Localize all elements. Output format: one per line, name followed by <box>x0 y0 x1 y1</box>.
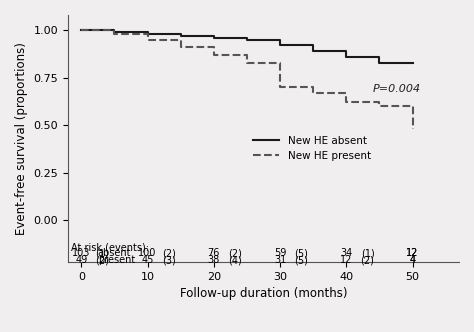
X-axis label: Follow-up duration (months): Follow-up duration (months) <box>180 288 347 300</box>
Text: (2): (2) <box>361 255 374 266</box>
New HE present <box>244 60 250 64</box>
New HE absent <box>211 36 217 40</box>
Text: (2): (2) <box>228 248 242 258</box>
Text: At risk (events):: At risk (events): <box>72 242 149 252</box>
Text: (2): (2) <box>162 248 176 258</box>
Text: 59: 59 <box>274 248 286 258</box>
Text: 34: 34 <box>340 248 353 258</box>
New HE absent <box>310 43 316 47</box>
New HE absent <box>377 60 383 64</box>
New HE present <box>211 53 217 57</box>
New HE present <box>145 38 150 42</box>
Text: 103: 103 <box>72 248 91 258</box>
Text: present: present <box>98 255 135 266</box>
New HE absent <box>344 49 349 53</box>
Line: New HE absent: New HE absent <box>81 30 412 62</box>
New HE present <box>344 91 349 95</box>
New HE absent <box>410 60 415 64</box>
Text: 12: 12 <box>406 248 419 258</box>
New HE present <box>277 85 283 89</box>
Text: 12: 12 <box>340 255 353 266</box>
New HE present <box>78 28 84 32</box>
Text: (5): (5) <box>294 255 308 266</box>
New HE absent <box>145 30 150 34</box>
Text: (1): (1) <box>361 248 374 258</box>
New HE present <box>211 45 217 49</box>
New HE present <box>344 101 349 105</box>
New HE absent <box>344 55 349 59</box>
Y-axis label: Event-free survival (proportions): Event-free survival (proportions) <box>15 42 28 235</box>
New HE present <box>178 45 183 49</box>
New HE present <box>111 28 117 32</box>
Text: 49: 49 <box>75 255 87 266</box>
New HE present <box>310 91 316 95</box>
New HE absent <box>277 43 283 47</box>
New HE present <box>277 60 283 64</box>
New HE present <box>410 104 415 108</box>
New HE absent <box>211 34 217 38</box>
Text: 31: 31 <box>274 255 286 266</box>
Text: 45: 45 <box>141 255 154 266</box>
New HE absent <box>410 60 415 64</box>
New HE absent <box>310 49 316 53</box>
Line: New HE present: New HE present <box>81 30 412 129</box>
New HE absent <box>244 38 250 42</box>
New HE present <box>111 32 117 36</box>
New HE present <box>78 28 84 32</box>
Text: absent: absent <box>98 248 131 258</box>
Text: 38: 38 <box>208 255 220 266</box>
New HE absent <box>111 30 117 34</box>
Text: 100: 100 <box>138 248 157 258</box>
New HE absent <box>111 28 117 32</box>
New HE absent <box>244 36 250 40</box>
Text: P=0.004: P=0.004 <box>373 84 421 94</box>
Text: (1): (1) <box>96 248 109 258</box>
Text: 76: 76 <box>208 248 220 258</box>
New HE present <box>377 101 383 105</box>
New HE absent <box>78 28 84 32</box>
New HE present <box>145 32 150 36</box>
New HE present <box>410 127 415 131</box>
New HE present <box>377 104 383 108</box>
Text: (4): (4) <box>228 255 242 266</box>
New HE absent <box>178 32 183 36</box>
New HE present <box>310 85 316 89</box>
Text: (2): (2) <box>96 255 109 266</box>
New HE present <box>244 53 250 57</box>
Legend: New HE absent, New HE present: New HE absent, New HE present <box>249 131 375 165</box>
New HE absent <box>178 34 183 38</box>
New HE absent <box>145 32 150 36</box>
Text: (5): (5) <box>294 248 308 258</box>
New HE present <box>178 38 183 42</box>
Text: 4: 4 <box>410 255 416 266</box>
New HE absent <box>377 55 383 59</box>
New HE absent <box>78 28 84 32</box>
Text: (3): (3) <box>162 255 176 266</box>
Text: 12: 12 <box>406 248 419 258</box>
Text: 4: 4 <box>410 255 416 266</box>
New HE absent <box>277 38 283 42</box>
